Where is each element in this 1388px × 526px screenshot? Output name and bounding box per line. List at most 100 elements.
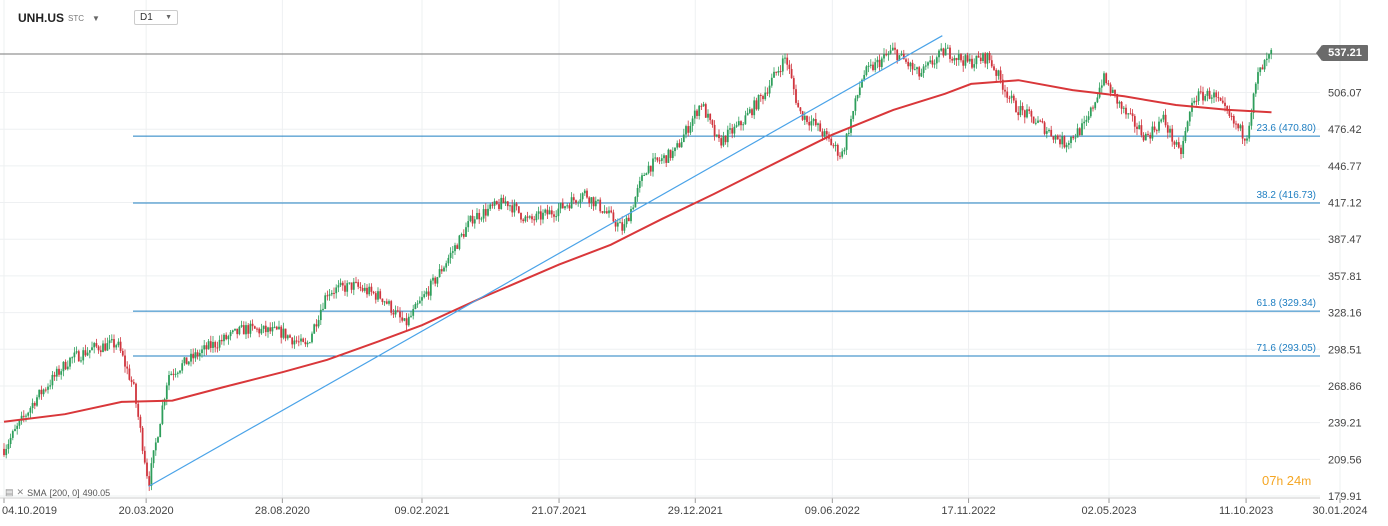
candle-body: [467, 221, 470, 228]
candle-body: [742, 124, 745, 126]
candle-body: [788, 64, 791, 69]
candle-body: [513, 203, 516, 213]
candle-body: [95, 343, 98, 347]
candle-body: [764, 92, 767, 100]
candle-body: [999, 70, 1002, 80]
candle-body: [363, 287, 366, 291]
candle-body: [86, 352, 89, 356]
candle-body: [280, 326, 283, 338]
candle-body: [113, 339, 115, 348]
candle-body: [16, 425, 19, 429]
candle-body: [537, 211, 540, 214]
candle-body: [1180, 147, 1182, 155]
candle-body: [713, 124, 716, 137]
candle-body: [1023, 110, 1026, 118]
candle-body: [524, 216, 527, 222]
candle-body: [201, 349, 203, 354]
candlestick-series: [3, 42, 1273, 491]
candle-body: [517, 206, 520, 213]
candle-body: [1061, 136, 1064, 145]
candle-body: [5, 448, 8, 456]
candle-body: [564, 206, 566, 209]
candle-body: [337, 285, 340, 288]
candle-body: [117, 341, 120, 346]
candle-body: [132, 382, 135, 384]
candle-body: [1019, 105, 1022, 116]
candle-body: [1114, 89, 1116, 94]
candle-body: [469, 215, 472, 222]
timeframe-select[interactable]: D1 ▼: [134, 10, 178, 25]
candle-body: [159, 423, 162, 438]
candle-body: [1039, 120, 1042, 122]
candle-body: [374, 293, 377, 300]
time-axis[interactable]: 04.10.2019 20.03.2020 28.08.2020 09.02.2021…: [0, 497, 1368, 517]
candle-body: [1147, 133, 1149, 135]
candle-body: [284, 328, 287, 339]
indicator-settings-icon[interactable]: ▤: [5, 487, 14, 497]
candle-body: [726, 129, 729, 143]
candle-body: [460, 234, 463, 236]
candle-body: [1107, 83, 1110, 85]
candle-body: [64, 361, 67, 370]
close-icon[interactable]: ✕: [16, 487, 25, 497]
x-tick-label: 11.10.2023: [1219, 505, 1273, 517]
candle-body: [515, 203, 518, 207]
candle-body: [533, 219, 536, 221]
candle-body: [1048, 129, 1050, 132]
candle-body: [471, 215, 474, 224]
candle-body: [1122, 107, 1125, 109]
x-tick-label: 04.10.2019: [2, 505, 57, 517]
candle-body: [1248, 125, 1251, 139]
candle-body: [317, 320, 320, 327]
candle-body: [58, 368, 60, 375]
candle-body: [1085, 119, 1088, 122]
candle-body: [1188, 111, 1191, 122]
candle-body: [1232, 116, 1235, 124]
candle-body: [1092, 107, 1094, 109]
candle-body: [7, 444, 10, 449]
candle-body: [1199, 91, 1202, 93]
candle-body: [867, 65, 870, 67]
x-tick-label: 17.11.2022: [941, 505, 995, 517]
candle-body: [1246, 138, 1248, 141]
candle-body: [1175, 142, 1178, 145]
candle-body: [1118, 101, 1121, 104]
candle-body: [1100, 85, 1103, 88]
candle-body: [165, 385, 168, 400]
candle-body: [632, 207, 635, 210]
sma-value: 490.05: [82, 487, 111, 498]
candle-body: [456, 245, 459, 249]
trendline[interactable]: [148, 35, 943, 487]
candle-body: [799, 107, 802, 112]
candle-body: [940, 48, 943, 51]
candle-body: [927, 62, 929, 66]
candle-body: [278, 326, 280, 330]
candle-body: [62, 361, 65, 372]
y-tick-label: 387.47: [1328, 234, 1362, 246]
candle-body: [271, 327, 274, 332]
candle-body: [643, 175, 646, 177]
candle-body: [231, 330, 234, 333]
candle-body: [401, 317, 404, 321]
candle-body: [179, 370, 181, 373]
sma-params: [200, 0]: [49, 487, 80, 498]
candle-body: [843, 149, 846, 152]
candle-body: [36, 397, 38, 406]
candle-body: [834, 144, 837, 147]
candle-body: [647, 165, 650, 174]
candle-body: [988, 52, 991, 61]
sma-200-series: [3, 79, 1272, 423]
candle-body: [366, 287, 368, 295]
candle-body: [707, 113, 709, 118]
candle-body: [223, 334, 225, 342]
candle-body: [561, 202, 564, 209]
market-label: STC: [68, 13, 85, 23]
price-axis[interactable]: 506.07 476.42 446.77 417.12 387.47 357.81 328.…: [1328, 88, 1362, 503]
candle-body: [874, 62, 877, 71]
candle-body: [806, 115, 808, 122]
candle-body: [416, 303, 419, 305]
candle-body: [40, 389, 43, 395]
candle-body: [1109, 84, 1112, 93]
symbol-selector[interactable]: UNH.US STC ▼: [18, 9, 100, 27]
